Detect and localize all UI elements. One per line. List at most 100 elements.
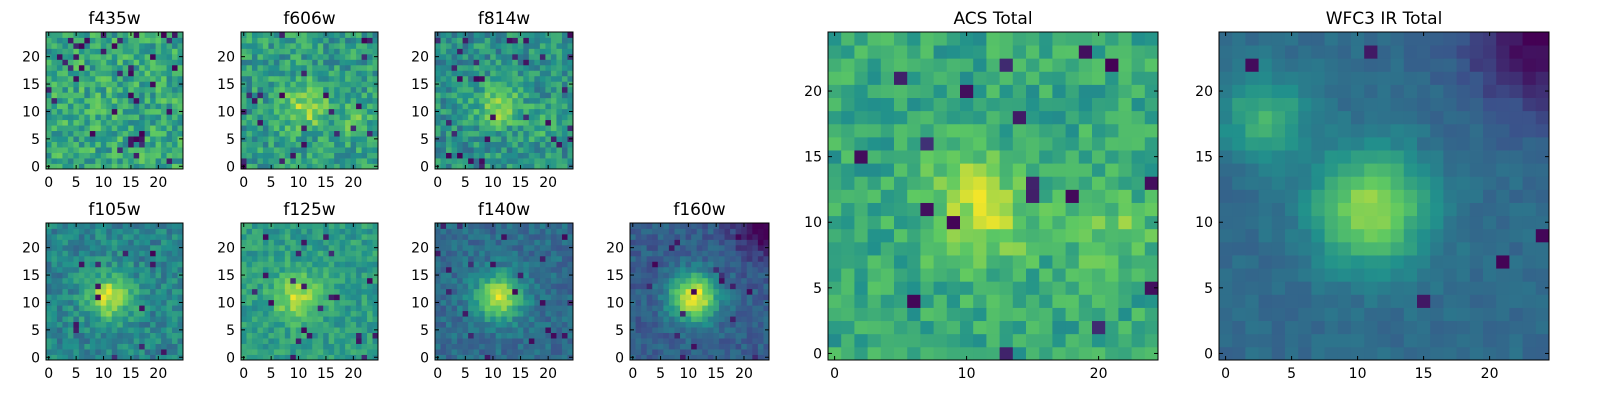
heatmap-cell (999, 241, 1014, 256)
heatmap-cell (635, 239, 642, 246)
heatmap-cell (257, 86, 264, 93)
heatmap-cell (512, 233, 519, 240)
heatmap-cell (635, 316, 642, 323)
heatmap-cell (702, 223, 709, 229)
heatmap-cell (933, 281, 948, 295)
heatmap-cell (490, 59, 497, 66)
heatmap-cell (841, 150, 855, 164)
heatmap-cell (534, 343, 541, 350)
heatmap-cell (880, 294, 895, 308)
heatmap-cell (290, 343, 297, 350)
heatmap-cell (556, 305, 563, 312)
heatmap-cell (241, 64, 247, 71)
heatmap-cell (435, 48, 441, 55)
heatmap-cell (84, 272, 91, 279)
heatmap-cell (479, 239, 486, 246)
heatmap-cell (674, 288, 681, 295)
y-tick-label: 10 (22, 104, 40, 120)
heatmap-cell (457, 75, 463, 82)
heatmap-cell (139, 228, 146, 235)
heatmap-cell (161, 266, 167, 273)
heatmap-cell (512, 343, 519, 350)
heatmap-cell (361, 244, 368, 251)
heatmap-cell (490, 255, 497, 262)
heatmap-cell (301, 338, 308, 344)
heatmap-cell (257, 310, 264, 317)
heatmap-cell (89, 288, 96, 295)
heatmap-cell (67, 158, 74, 164)
heatmap-cell (95, 103, 102, 110)
heatmap-cell (567, 349, 574, 355)
heatmap-cell (462, 103, 469, 110)
heatmap-cell (512, 283, 519, 290)
heatmap-cell (523, 316, 530, 323)
heatmap-cell (155, 250, 162, 257)
heatmap-cell (367, 42, 373, 49)
heatmap-cell (89, 223, 96, 229)
heatmap-cell (323, 136, 330, 142)
heatmap-cell (312, 64, 319, 71)
heatmap-cell (323, 233, 330, 240)
heatmap-cell (56, 310, 63, 317)
heatmap-cell (350, 305, 357, 312)
heatmap-cell (290, 272, 297, 279)
heatmap-cell (724, 244, 731, 251)
heatmap-cell (495, 125, 502, 132)
heatmap-cell (367, 70, 373, 77)
y-tick-label: 5 (31, 323, 40, 339)
heatmap-cell (328, 32, 335, 38)
heatmap-cell (718, 223, 725, 229)
heatmap-cell (707, 316, 714, 323)
heatmap-cell (150, 147, 156, 153)
heatmap-cell (356, 119, 362, 126)
heatmap-cell (517, 108, 524, 115)
heatmap-cell (539, 343, 546, 350)
heatmap-cell (306, 32, 313, 38)
heatmap-cell (435, 239, 441, 246)
heatmap-cell (1012, 346, 1027, 361)
heatmap-cell (339, 343, 346, 350)
heatmap-cell (1092, 346, 1106, 361)
heatmap-cell (111, 70, 118, 77)
heatmap-cell (46, 59, 52, 66)
heatmap-cell (663, 310, 670, 317)
heatmap-cell (646, 272, 653, 279)
heatmap-cell (150, 136, 156, 142)
heatmap-cell (1012, 268, 1027, 282)
heatmap-cell (334, 163, 341, 170)
heatmap-cell (111, 272, 118, 279)
heatmap-cell (295, 42, 302, 49)
heatmap-cell (539, 114, 546, 121)
heatmap-cell (894, 333, 908, 348)
heatmap-cell (128, 53, 135, 60)
heatmap-cell (361, 86, 368, 93)
heatmap-cell (161, 32, 167, 38)
heatmap-cell (312, 228, 319, 235)
heatmap-cell (495, 37, 502, 44)
heatmap-cell (545, 42, 552, 49)
heatmap-cell (78, 81, 85, 88)
heatmap-cell (867, 241, 882, 256)
heatmap-cell (696, 299, 703, 306)
heatmap-cell (328, 272, 335, 279)
heatmap-cell (512, 266, 519, 273)
heatmap-cell (451, 59, 458, 66)
heatmap-cell (241, 338, 247, 344)
heatmap-cell (279, 125, 286, 132)
heatmap-cell (473, 283, 480, 290)
heatmap-cell (166, 277, 173, 284)
heatmap-cell (117, 327, 124, 333)
heatmap-cell (724, 343, 731, 350)
heatmap-cell (446, 125, 452, 132)
heatmap-cell (290, 299, 297, 306)
heatmap-cell (1065, 281, 1080, 295)
heatmap-cell (51, 59, 58, 66)
heatmap-cell (73, 158, 80, 164)
heatmap-cell (933, 307, 948, 322)
heatmap-cell (512, 321, 519, 328)
heatmap-cell (133, 239, 140, 246)
heatmap-cell (724, 305, 731, 312)
heatmap-cell (155, 272, 162, 279)
heatmap-cell (495, 103, 502, 110)
heatmap-cell (561, 86, 568, 93)
